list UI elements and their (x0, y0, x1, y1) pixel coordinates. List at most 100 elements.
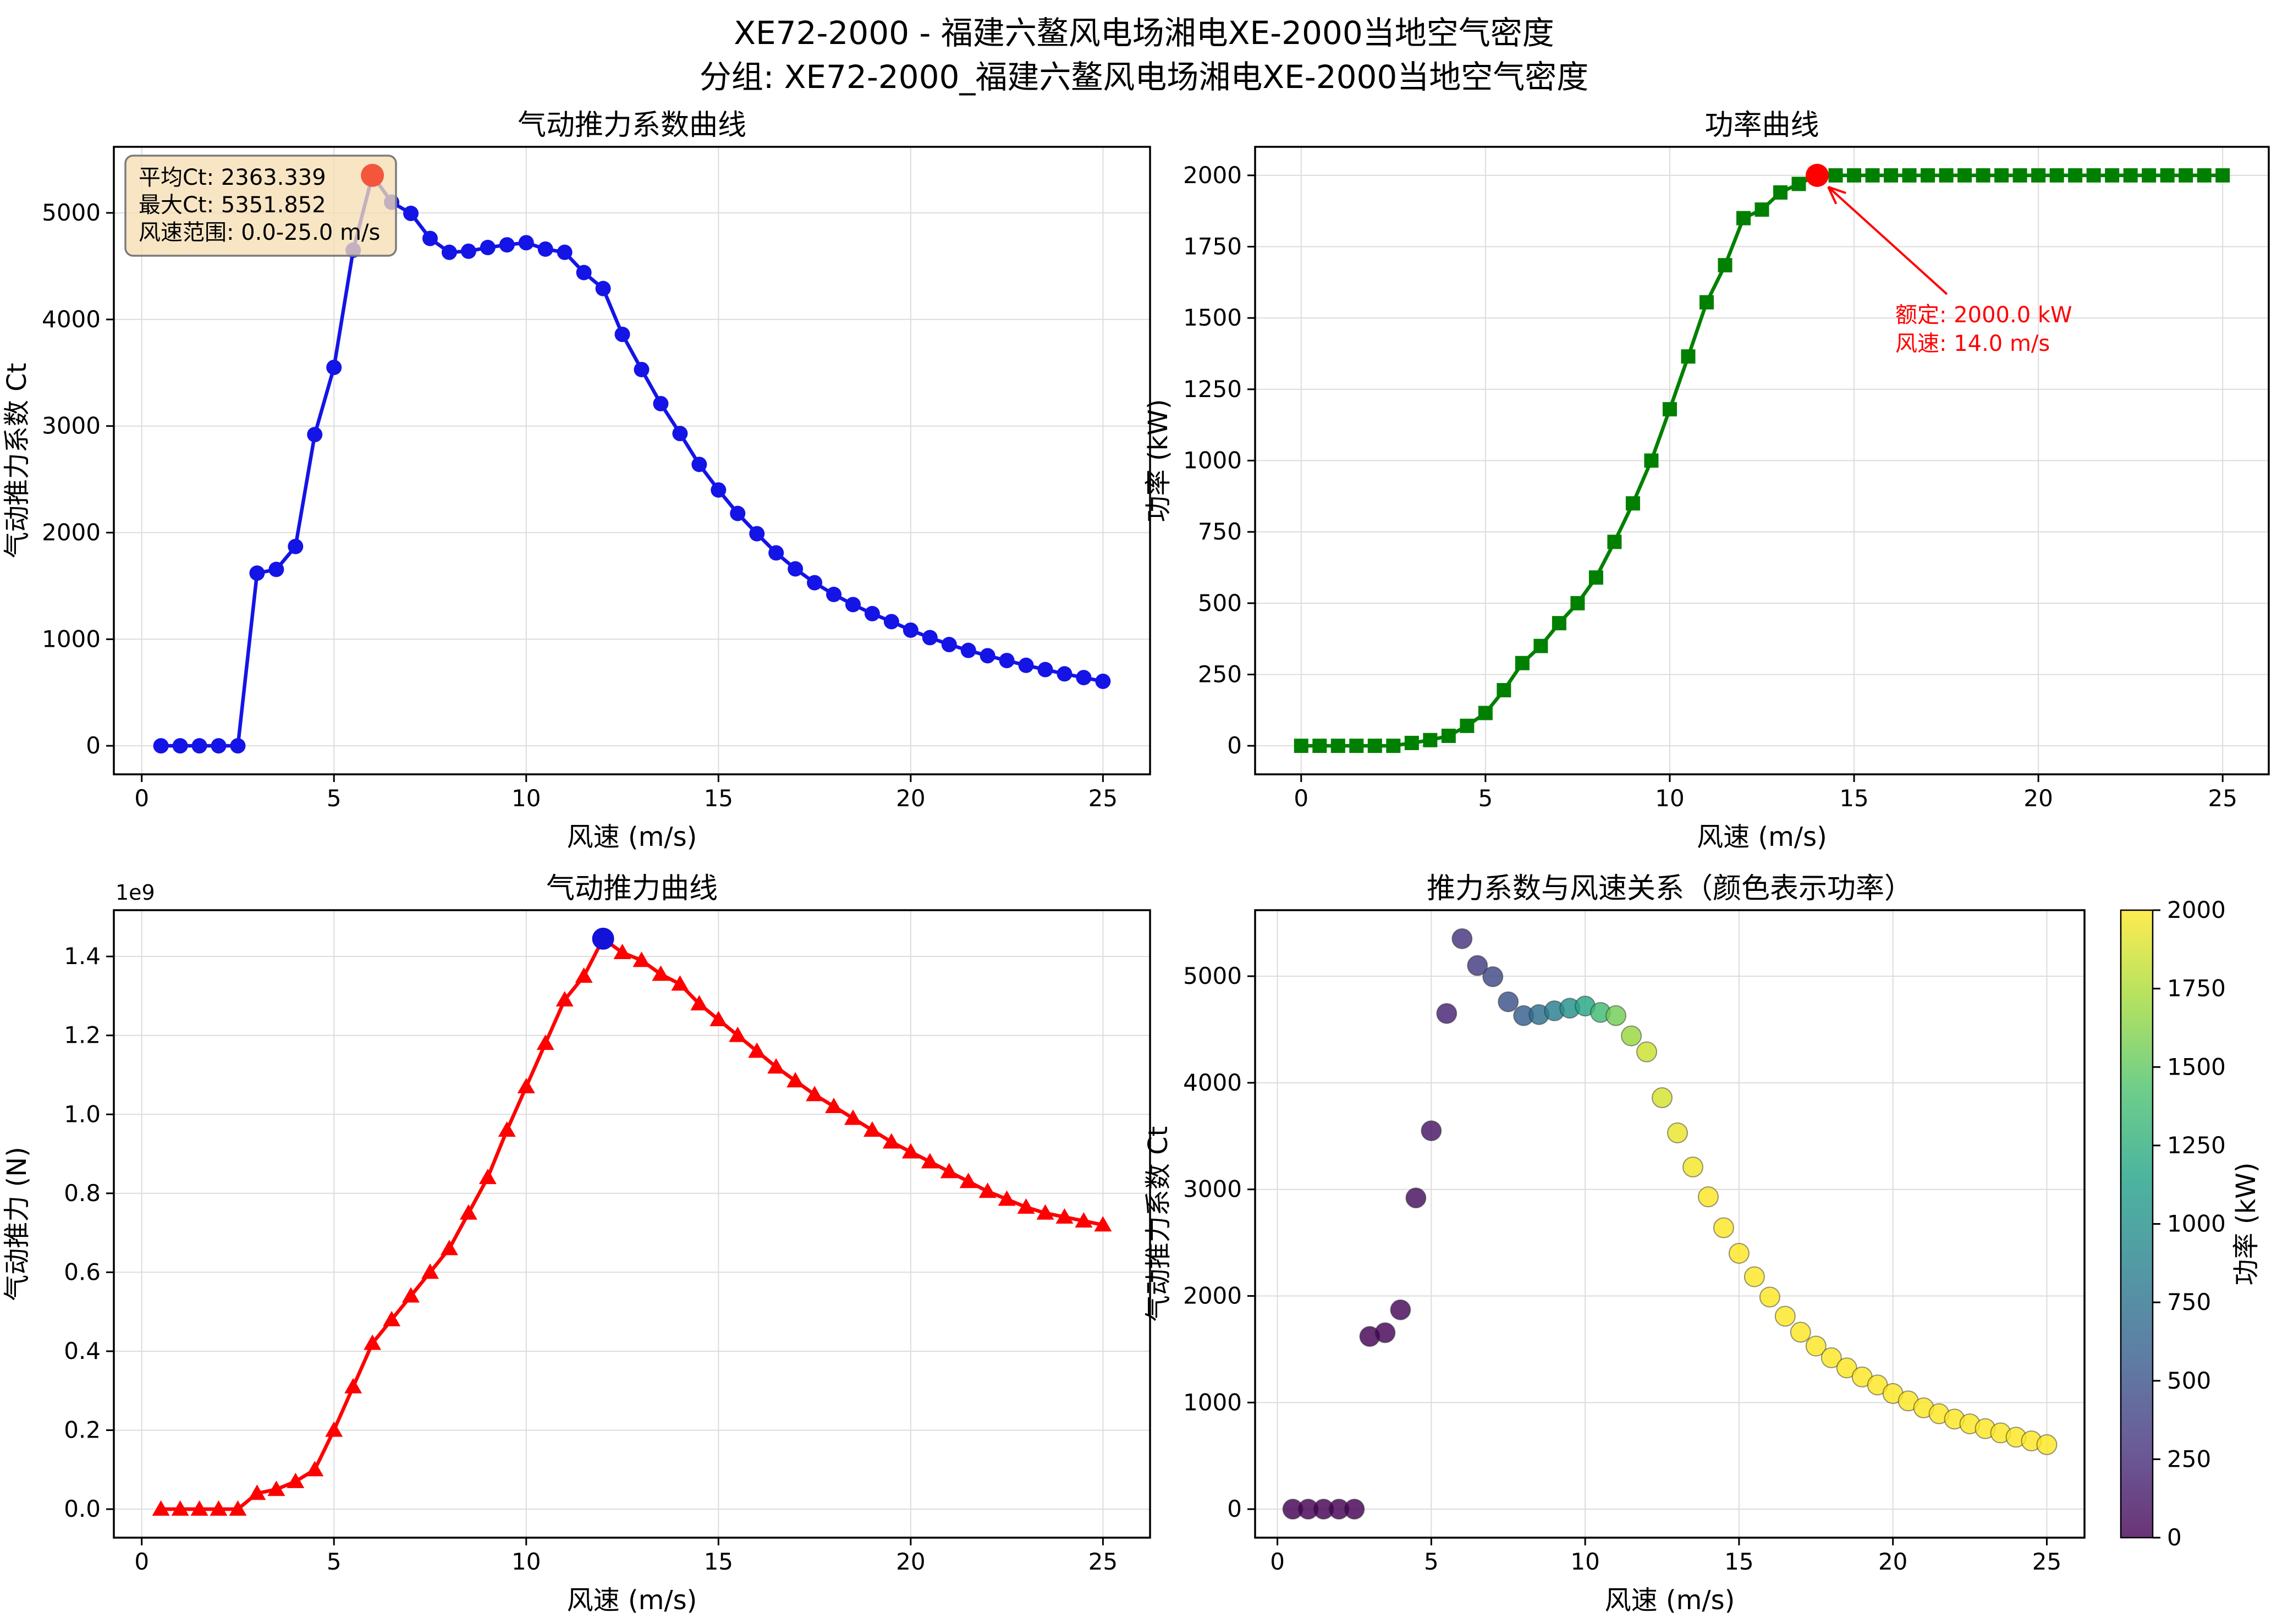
thrust-marker (632, 951, 651, 967)
thrust-curve-offset-text: 1e9 (116, 880, 155, 905)
ct-curve-marker (441, 244, 457, 260)
y-tick-label: 2000 (1183, 1282, 1242, 1309)
scatter-point (1390, 1299, 1411, 1320)
power-marker (2105, 168, 2120, 183)
y-tick-label: 1.0 (64, 1100, 101, 1127)
ct-curve-marker (864, 605, 880, 621)
power-marker (1994, 168, 2009, 183)
thrust-marker (1055, 1208, 1074, 1224)
x-tick-label: 5 (1424, 1548, 1439, 1575)
scatter-point (1605, 1005, 1627, 1026)
ct-curve-marker (749, 526, 765, 542)
y-tick-label: 0 (1227, 1495, 1242, 1522)
y-tick-label: 1750 (1183, 233, 1242, 260)
y-tick-label: 4000 (1183, 1069, 1242, 1096)
thrust-marker (901, 1143, 920, 1159)
ct-curve-marker (826, 586, 842, 602)
thrust-marker (978, 1182, 997, 1198)
thrust-marker (1075, 1212, 1093, 1228)
scatter-point (1467, 955, 1488, 976)
ct-curve-y-axis-label: 气动推力系数 Ct (2, 363, 32, 559)
colorbar-tick-label: 250 (2167, 1445, 2211, 1472)
thrust-marker (287, 1472, 305, 1488)
ct-wind-scatter-axes-frame (1254, 909, 2086, 1539)
thrust-marker (421, 1263, 439, 1279)
scatter-point (1405, 1187, 1427, 1209)
power-marker (1644, 453, 1659, 468)
power-marker (1423, 733, 1438, 747)
y-tick-label: 1.4 (64, 943, 101, 970)
ct-info-box-text: 风速范围: 0.0-25.0 m/s (139, 220, 380, 245)
thrust-marker (267, 1480, 285, 1496)
y-tick-label: 0.2 (64, 1417, 101, 1444)
y-tick-label: 0.4 (64, 1337, 101, 1364)
y-tick-label: 750 (1198, 518, 1242, 545)
thrust-marker (690, 995, 708, 1011)
ct-info-box-text: 最大Ct: 5351.852 (139, 192, 326, 218)
power-marker (1497, 683, 1511, 698)
scatter-point (1621, 1025, 1642, 1047)
scatter-point (1759, 1286, 1780, 1308)
power-marker (1662, 402, 1677, 417)
colorbar: 0 250 500 750 1000 1250 1500 1750 2000 功率 (kW) (2120, 896, 2262, 1551)
power-marker (1294, 739, 1308, 753)
colorbar-label: 功率 (kW) (2231, 1163, 2262, 1286)
scatter-point (1805, 1335, 1827, 1357)
ct-wind-scatter-x-axis-label: 风速 (m/s) (1605, 1585, 1735, 1616)
y-tick-label: 1000 (1183, 447, 1242, 474)
thrust-marker (171, 1500, 189, 1516)
y-tick-label: 3000 (42, 412, 101, 439)
ct-curve-marker (518, 235, 534, 251)
x-tick-label: 15 (704, 785, 733, 812)
y-tick-label: 1000 (1183, 1389, 1242, 1416)
y-tick-label: 1500 (1183, 304, 1242, 331)
power-marker (1902, 168, 1917, 183)
power-marker (1312, 739, 1327, 753)
ct-curve-marker (653, 395, 669, 411)
colorbar-tick-label: 2000 (2167, 896, 2226, 923)
scatter-point (1482, 966, 1504, 988)
thrust-marker (844, 1109, 862, 1125)
colorbar-tick-label: 1750 (2167, 975, 2226, 1002)
y-tick-label: 2000 (42, 519, 101, 546)
power-marker (1533, 638, 1548, 653)
ct-curve-marker (480, 240, 496, 256)
ct-curve-marker (1037, 662, 1053, 678)
power-marker (2215, 168, 2230, 183)
x-tick-label: 20 (896, 785, 925, 812)
y-tick-label: 250 (1198, 660, 1242, 687)
y-tick-label: 3000 (1183, 1176, 1242, 1203)
ct-wind-scatter-y-axis-label: 气动推力系数 Ct (1143, 1126, 1174, 1322)
thrust-marker (364, 1334, 382, 1350)
x-tick-label: 0 (134, 785, 149, 812)
scatter-point (1821, 1347, 1842, 1368)
power-marker (1625, 496, 1640, 511)
ct-curve-marker (730, 505, 746, 521)
x-tick-label: 25 (1088, 785, 1118, 812)
panel-power-curve: 0 5 10 15 20 25025050075010001250150017502000… (1143, 109, 2270, 852)
thrust-marker (152, 1500, 170, 1516)
ct-peak-marker (361, 163, 384, 187)
power-marker (1552, 616, 1566, 631)
ct-curve-marker (307, 427, 323, 443)
scatter-point (1652, 1087, 1673, 1109)
thrust-marker (440, 1240, 458, 1256)
y-tick-label: 5000 (42, 199, 101, 226)
thrust-marker (671, 975, 689, 991)
thrust-marker (306, 1461, 324, 1477)
ct-curve-marker (672, 426, 688, 442)
colorbar-tick-label: 1250 (2167, 1132, 2226, 1159)
power-marker (2160, 168, 2175, 183)
x-tick-label: 0 (134, 1548, 149, 1575)
power-marker (1330, 739, 1345, 753)
thrust-marker (536, 1034, 554, 1050)
thrust-marker (402, 1287, 420, 1303)
y-tick-label: 1.2 (64, 1022, 101, 1049)
thrust-curve-x-axis-label: 风速 (m/s) (567, 1585, 697, 1616)
rated-annotation-text: 额定: 2000.0 kW (1895, 302, 2072, 328)
power-marker (2049, 168, 2064, 183)
y-tick-label: 0 (1227, 732, 1242, 759)
ct-curve-marker (634, 361, 650, 377)
thrust-curve-y-axis-label: 气动推力 (N) (2, 1147, 32, 1301)
